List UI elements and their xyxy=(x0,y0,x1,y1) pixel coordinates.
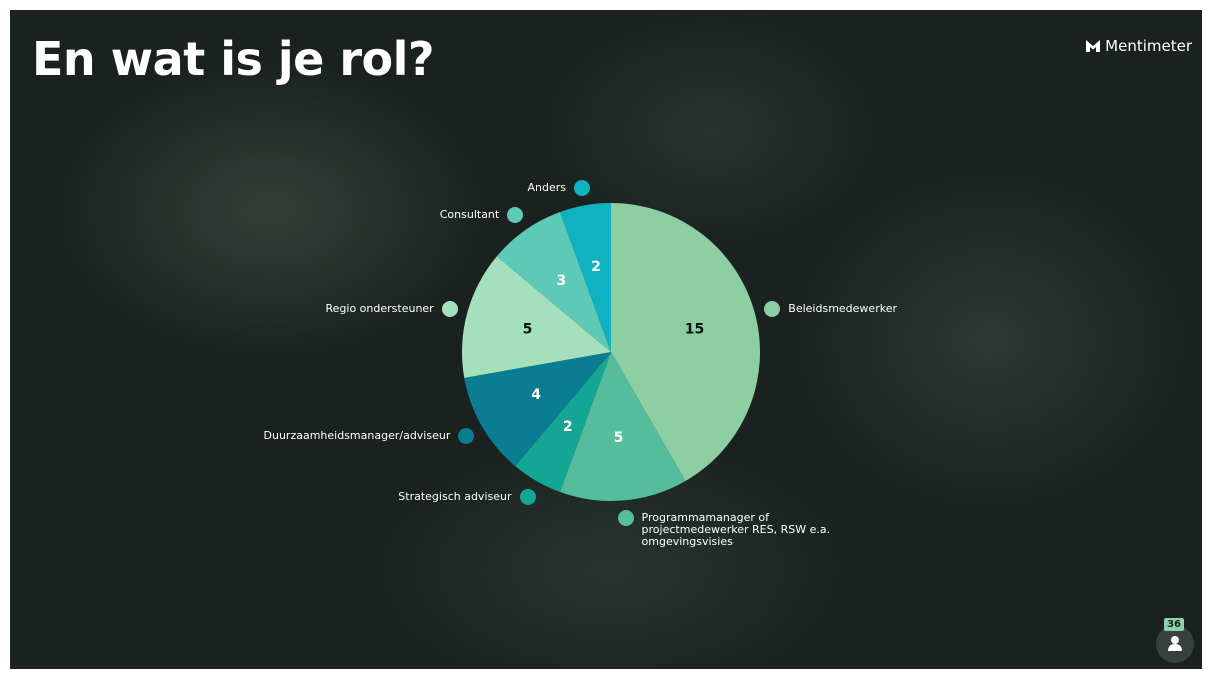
legend-label: Strategisch adviseur xyxy=(398,491,535,505)
category-label: Strategisch adviseur xyxy=(398,491,511,503)
page: En wat is je rol? Mentimeter 15524532 36… xyxy=(0,0,1212,679)
legend-label: Anders xyxy=(528,182,591,196)
legend-label: Regio ondersteuner xyxy=(326,303,458,317)
category-label: Beleidsmedewerker xyxy=(788,303,897,315)
value-label: 2 xyxy=(591,259,601,275)
value-label: 5 xyxy=(523,322,533,338)
category-label: Consultant xyxy=(440,209,499,221)
category-label: Anders xyxy=(528,182,567,194)
legend-dot xyxy=(507,207,523,223)
category-label: Duurzaamheidsmanager/adviseur xyxy=(264,430,451,442)
legend-dot xyxy=(520,489,536,505)
participant-count: 36 xyxy=(1164,618,1184,631)
value-label: 4 xyxy=(531,387,541,403)
legend-dot xyxy=(442,301,458,317)
legend-label: Programmamanager of projectmedewerker RE… xyxy=(618,512,852,548)
value-label: 15 xyxy=(685,322,704,338)
value-label: 2 xyxy=(563,419,573,435)
legend-label: Beleidsmedewerker xyxy=(764,303,897,317)
legend-dot xyxy=(458,428,474,444)
pie-chart: 15 5 2 4 5 3 2 xyxy=(10,10,1202,669)
legend-label: Consultant xyxy=(440,209,523,223)
category-label: Programmamanager of projectmedewerker RE… xyxy=(642,512,852,548)
legend-label: Duurzaamheidsmanager/adviseur xyxy=(264,430,475,444)
legend-dot xyxy=(574,180,590,196)
legend-dot xyxy=(764,301,780,317)
value-label: 5 xyxy=(614,430,624,446)
legend-dot xyxy=(618,510,634,526)
category-label: Regio ondersteuner xyxy=(326,303,434,315)
value-label: 3 xyxy=(557,273,567,289)
